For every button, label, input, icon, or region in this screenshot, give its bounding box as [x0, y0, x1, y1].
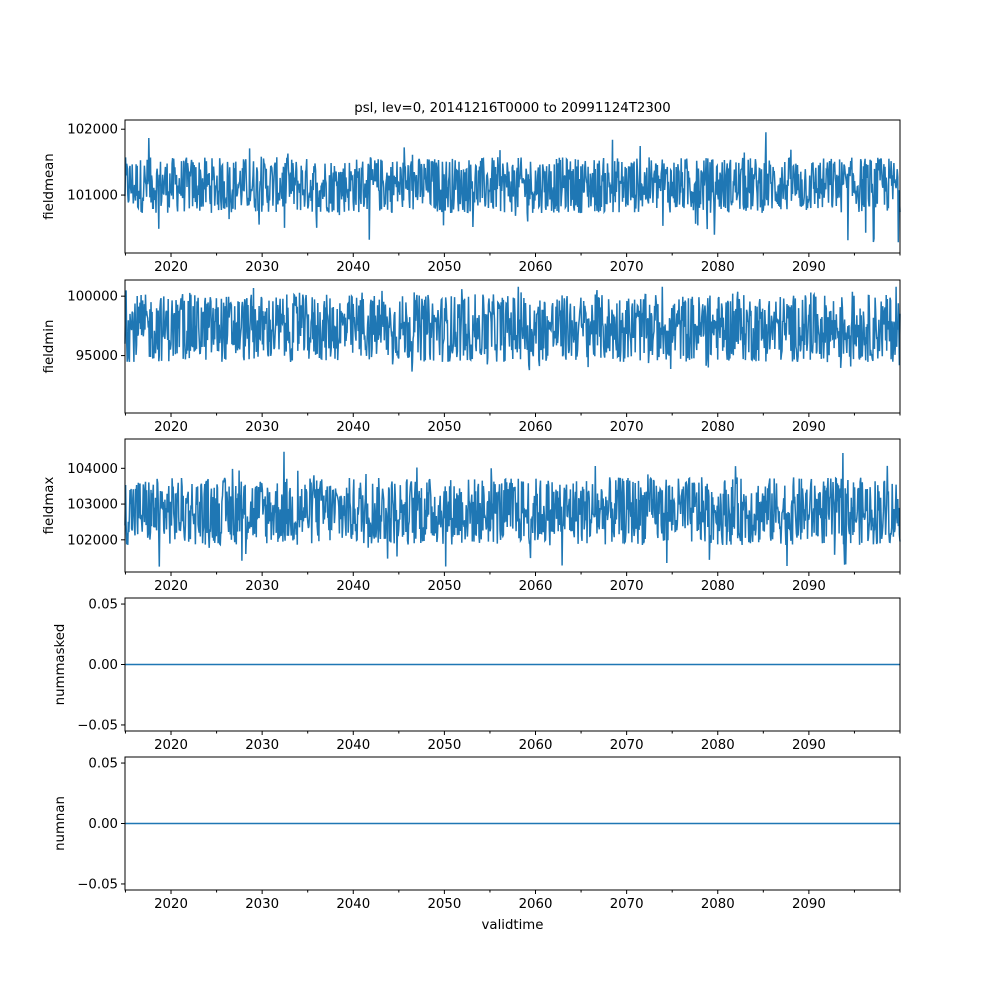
x-tick-label: 2070 — [610, 579, 644, 594]
x-tick-label: 2050 — [427, 579, 461, 594]
subplot-numnan: 2020 2030 2040 2050 2060 2070 2080 2090 −0.05 0.0… — [53, 756, 901, 933]
y-tick-label: 101000 — [67, 189, 118, 204]
x-tick-label: 2070 — [610, 738, 644, 753]
y-tick-label: 104000 — [67, 462, 118, 477]
x-tick-label: 2020 — [154, 420, 188, 435]
x-tick-label: 2080 — [701, 420, 735, 435]
x-tick-label: 2040 — [336, 579, 370, 594]
x-tick-label: 2050 — [427, 897, 461, 912]
x-tick-label: 2090 — [792, 897, 826, 912]
x-tick-label: 2030 — [245, 260, 279, 275]
x-tick-label: 2020 — [154, 897, 188, 912]
x-tick-label: 2060 — [519, 579, 553, 594]
subplot-fieldmean: 2020 2030 2040 2050 2060 2070 2080 2090 101000 10… — [42, 101, 901, 275]
y-tick-label: 102000 — [67, 123, 118, 138]
y-tick-label: 0.00 — [88, 817, 118, 832]
x-tick-label: 2020 — [154, 260, 188, 275]
y-tick-label: 95000 — [76, 349, 118, 364]
x-tick-label: 2070 — [610, 420, 644, 435]
series-line-fieldmax — [124, 451, 901, 567]
x-tick-label: 2020 — [154, 738, 188, 753]
x-tick-label: 2070 — [610, 897, 644, 912]
y-tick-label: −0.05 — [77, 718, 118, 733]
axes-frame — [124, 438, 901, 573]
x-tick-label: 2040 — [336, 420, 370, 435]
y-tick-label: 102000 — [67, 533, 118, 548]
x-tick-label: 2090 — [792, 260, 826, 275]
x-tick-label: 2060 — [519, 420, 553, 435]
y-tick-label: 0.05 — [88, 598, 118, 613]
x-tick-label: 2050 — [427, 738, 461, 753]
y-tick-label: −0.05 — [77, 877, 118, 892]
x-tick-label: 2060 — [519, 738, 553, 753]
x-tick-label: 2030 — [245, 579, 279, 594]
x-tick-label: 2040 — [336, 738, 370, 753]
x-tick-label: 2090 — [792, 738, 826, 753]
series-line-fieldmin — [124, 286, 901, 372]
x-tick-label: 2030 — [245, 738, 279, 753]
x-tick-label: 2060 — [519, 260, 553, 275]
x-tick-label: 2090 — [792, 579, 826, 594]
x-tick-label: 2080 — [701, 738, 735, 753]
x-tick-label: 2030 — [245, 897, 279, 912]
axes-frame — [124, 279, 901, 414]
x-tick-label: 2040 — [336, 260, 370, 275]
y-axis-label: fieldmax — [42, 477, 57, 535]
y-tick-label: 100000 — [67, 290, 118, 305]
x-tick-label: 2050 — [427, 420, 461, 435]
x-tick-label: 2030 — [245, 420, 279, 435]
y-axis-label: fieldmean — [42, 153, 57, 219]
y-axis-label: numnan — [53, 796, 68, 851]
y-axis-label: nummasked — [53, 624, 68, 706]
subplot-fieldmin: 2020 2030 2040 2050 2060 2070 2080 2090 95000 100… — [42, 279, 901, 435]
y-tick-label: 103000 — [67, 498, 118, 513]
x-tick-label: 2080 — [701, 897, 735, 912]
subplot-nummasked: 2020 2030 2040 2050 2060 2070 2080 2090 −0.05 0.0… — [53, 597, 901, 753]
x-axis-label: validtime — [482, 918, 544, 933]
series-line-fieldmean — [124, 132, 901, 243]
x-tick-label: 2060 — [519, 897, 553, 912]
subplot-fieldmax: 2020 2030 2040 2050 2060 2070 2080 2090 102000 10… — [42, 438, 901, 594]
x-tick-label: 2020 — [154, 579, 188, 594]
y-tick-label: 0.00 — [88, 658, 118, 673]
x-tick-label: 2090 — [792, 420, 826, 435]
x-tick-label: 2080 — [701, 260, 735, 275]
x-tick-label: 2040 — [336, 897, 370, 912]
x-tick-label: 2080 — [701, 579, 735, 594]
y-tick-label: 0.05 — [88, 757, 118, 772]
axes-frame — [124, 119, 901, 254]
x-tick-label: 2070 — [610, 260, 644, 275]
chart-title: psl, lev=0, 20141216T0000 to 20991124T23… — [354, 101, 670, 116]
y-axis-label: fieldmin — [42, 320, 57, 374]
x-tick-label: 2050 — [427, 260, 461, 275]
